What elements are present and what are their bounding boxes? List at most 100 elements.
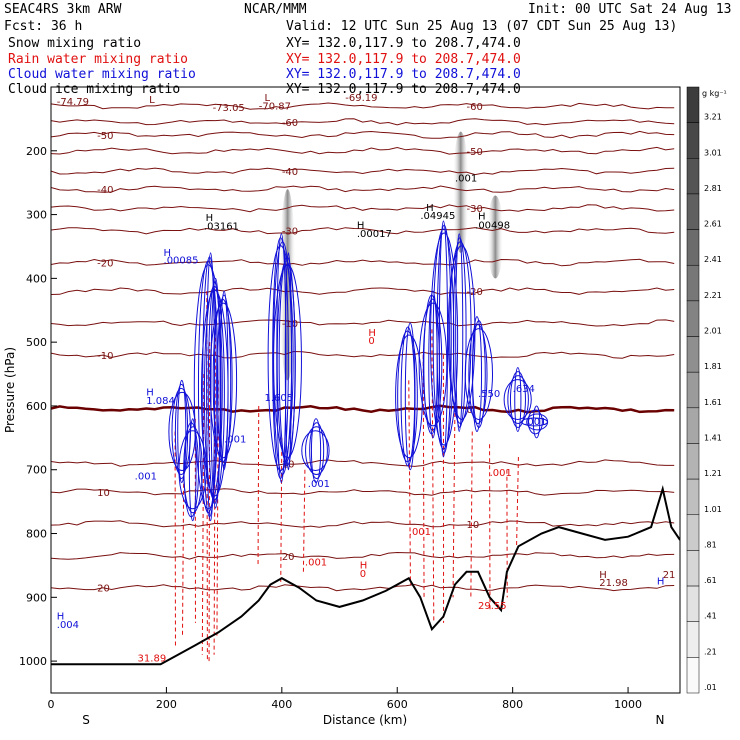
contour-annotation: .001 <box>308 479 330 490</box>
contour-annotation: .03161 <box>204 221 239 232</box>
contour-annotation: 21.98 <box>599 578 628 589</box>
cloud-water-contour <box>310 418 322 483</box>
plot-frame <box>50 86 681 694</box>
y-tick-label: 500 <box>26 336 47 349</box>
x-tick-label: 800 <box>502 698 523 711</box>
contour-annotation: .001 <box>409 527 431 538</box>
isotherm-label: -20 <box>466 287 482 298</box>
isotherm-label: -50 <box>97 131 113 142</box>
isotherm-label: 10 <box>466 520 479 531</box>
colorbar-label: 1.81 <box>704 362 722 371</box>
cloud-water-contour <box>527 409 543 435</box>
field-name-snow: Snow mixing ratio <box>8 36 141 51</box>
contour-annotation: .550 <box>478 389 500 400</box>
isotherm-label: 10 <box>97 488 110 499</box>
isotherm-line <box>51 350 675 359</box>
colorbar-swatch <box>686 443 700 480</box>
terrain-profile <box>51 484 680 666</box>
model-title: SEAC4RS 3km ARW <box>4 2 122 17</box>
cloud-water-contour <box>207 281 222 505</box>
contour-annotation: .001 <box>490 468 512 479</box>
cloud-water-contour <box>203 285 225 501</box>
contour-annotation: -74.79 <box>57 97 89 108</box>
colorbar-swatch <box>686 657 700 694</box>
y-tick-label: 300 <box>26 209 47 222</box>
cloud-water-contour <box>449 241 472 424</box>
y-tick-label: 900 <box>26 591 47 604</box>
isotherm-line <box>51 102 675 110</box>
isotherm-line <box>51 520 675 528</box>
colorbar-swatch <box>686 193 700 230</box>
x-tick-label: 200 <box>156 698 177 711</box>
isotherm-label: -40 <box>97 185 113 196</box>
colorbar-swatch <box>686 371 700 409</box>
cloud-water-contour <box>422 298 443 431</box>
isotherm-label: 20 <box>282 552 295 563</box>
rain-contour-line <box>201 374 205 655</box>
isotherm-label: 0 <box>466 405 472 416</box>
field-name-rain: Rain water mixing ratio <box>8 52 188 67</box>
isotherm-label: -60 <box>282 118 298 129</box>
cloud-water-contour <box>202 256 217 518</box>
colorbar-label: 2.61 <box>704 220 722 229</box>
rain-contour-line <box>257 405 260 566</box>
contour-annotation: -69.19 <box>345 93 377 104</box>
cloud-water-contour <box>430 232 459 446</box>
y-tick-label: 600 <box>26 400 47 413</box>
cloud-water-contour <box>197 260 219 514</box>
rain-contour-line <box>280 437 283 585</box>
contour-annotation: H <box>206 213 214 224</box>
isotherm-label: -30 <box>282 227 298 238</box>
snow-shading <box>279 131 504 381</box>
contour-annotation: 29.55 <box>478 601 507 612</box>
cloud-water-contour <box>177 379 187 483</box>
colorbar-swatch <box>686 621 700 658</box>
colorbar-label: 1.21 <box>704 469 722 478</box>
contour-annotations: -74.79-73.05 -70.87-69.19L LH.00085H.03161… <box>57 93 676 665</box>
snow-shading-column <box>487 195 504 279</box>
colorbar-label: 2.41 <box>704 255 722 264</box>
cloud-water-contour <box>432 228 455 450</box>
contour-annotation: H <box>164 248 172 259</box>
cloud-water-contour <box>509 371 526 428</box>
colorbar-label: .01 <box>704 683 717 692</box>
temperature-contours: 20201010100-10-10-20-20-30-30-40-40-50-5… <box>51 102 675 595</box>
cloud-water-contour <box>503 379 532 420</box>
cloud-water-contour <box>532 405 541 439</box>
colorbar-label: 2.21 <box>704 291 722 300</box>
isotherm-label: -30 <box>466 204 482 215</box>
snow-shading-column <box>452 131 469 253</box>
cloud-water-contour <box>464 328 494 420</box>
colorbar-label: 2.01 <box>704 327 722 336</box>
isotherm-label: -20 <box>97 258 113 269</box>
cloud-water-contour <box>418 302 448 427</box>
colorbar-label: 3.21 <box>704 113 722 122</box>
y-tick-label: 200 <box>26 145 47 158</box>
isotherm-line <box>51 258 675 267</box>
colorbar-swatch <box>686 86 700 123</box>
x-tick-label: 0 <box>48 698 55 711</box>
isotherm-line <box>51 204 675 213</box>
contour-annotation: .00085 <box>164 256 199 267</box>
colorbar-swatch <box>686 158 700 195</box>
contour-annotation: H <box>478 212 486 223</box>
x-tick-label: 400 <box>271 698 292 711</box>
field-xy-cloud-ice: XY= 132.0,117.9 to 208.7,474.0 <box>286 82 521 97</box>
contour-annotation: -73.05 <box>213 103 245 114</box>
colorbar-swatch <box>686 122 700 159</box>
cloud-water-contour <box>455 233 464 432</box>
isotherm-label: -10 <box>282 319 298 330</box>
x-tick-label: 1000 <box>614 698 642 711</box>
cloud-water-contour <box>267 245 294 471</box>
rain-contour-line <box>408 380 411 585</box>
plot-area: 20201010100-10-10-20-20-30-30-40-40-50-5… <box>51 93 680 666</box>
x-axis-ticks: 0 200 400 600 800 1000 <box>48 687 642 711</box>
cloud-water-contour <box>272 237 289 479</box>
contour-annotation: 31.89 <box>138 654 167 665</box>
colorbar-label: 2.81 <box>704 184 722 193</box>
init-time: Init: 00 UTC Sat 24 Aug 13 <box>528 2 732 17</box>
isotherm-line <box>51 227 675 235</box>
field-xy-snow: XY= 132.0,117.9 to 208.7,474.0 <box>286 36 521 51</box>
isotherm-line <box>51 185 675 193</box>
isotherm-line <box>51 287 675 295</box>
